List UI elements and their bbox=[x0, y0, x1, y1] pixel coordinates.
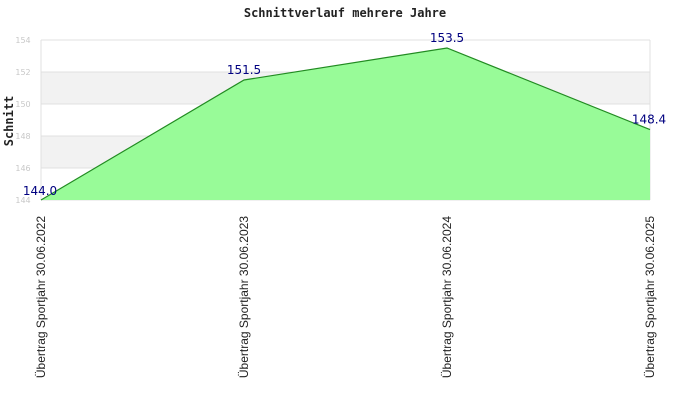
y-tick-label: 150 bbox=[15, 100, 30, 109]
y-axis-label: Schnitt bbox=[2, 96, 16, 147]
data-label: 153.5 bbox=[430, 31, 464, 45]
y-tick-label: 144 bbox=[15, 196, 30, 205]
x-tick-label: Übertrag Sportjahr 30.06.2022 bbox=[34, 216, 48, 378]
x-tick-label: Übertrag Sportjahr 30.06.2025 bbox=[643, 216, 657, 378]
chart-title: Schnittverlauf mehrere Jahre bbox=[244, 6, 446, 20]
x-tick-label: Übertrag Sportjahr 30.06.2024 bbox=[440, 216, 454, 378]
series-line bbox=[40, 47, 651, 201]
x-axis-ticks: Übertrag Sportjahr 30.06.2022 Übertrag Sp… bbox=[34, 216, 657, 378]
y-tick-label: 148 bbox=[15, 132, 30, 141]
y-tick-label: 152 bbox=[15, 68, 30, 77]
data-labels: 144.0 151.5 153.5 148.4 bbox=[23, 31, 666, 198]
data-label: 151.5 bbox=[227, 63, 261, 77]
data-label: 148.4 bbox=[632, 113, 666, 127]
y-axis-ticks: 144 146 148 150 152 154 bbox=[15, 36, 30, 205]
x-tick-label: Übertrag Sportjahr 30.06.2023 bbox=[237, 216, 251, 378]
area-fill bbox=[41, 48, 650, 200]
y-tick-label: 154 bbox=[15, 36, 30, 45]
y-tick-label: 146 bbox=[15, 164, 30, 173]
area-series bbox=[40, 47, 651, 201]
data-label: 144.0 bbox=[23, 184, 57, 198]
